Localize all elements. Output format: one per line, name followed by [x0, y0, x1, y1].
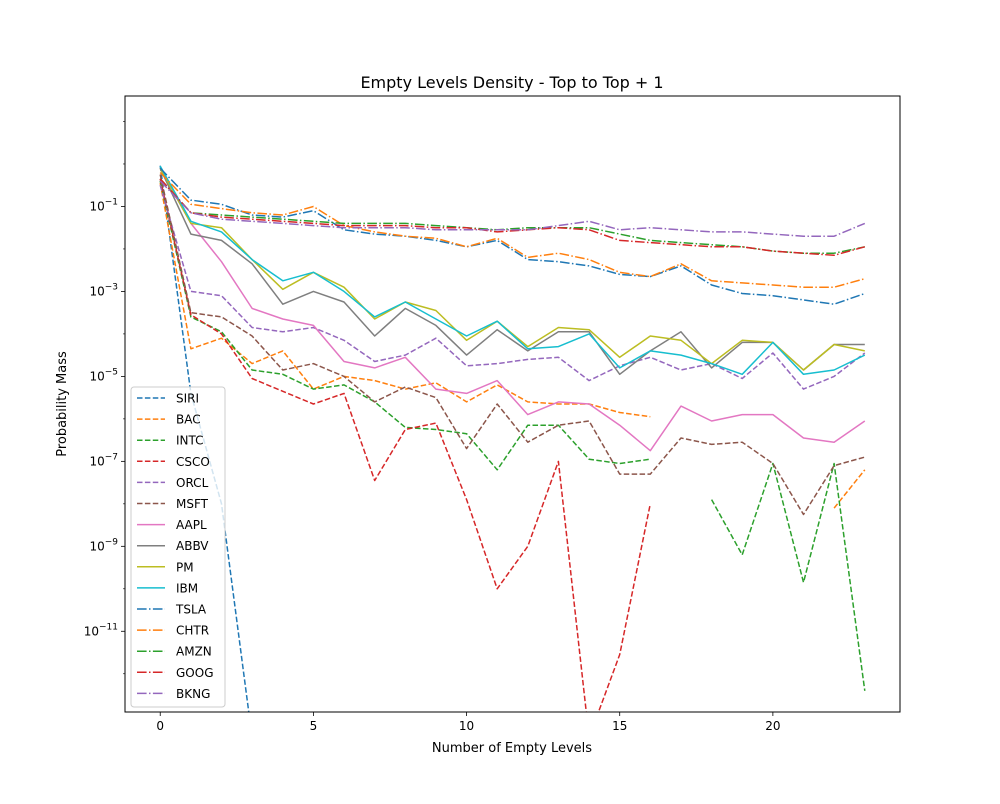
y-tick-label: 10−9 [89, 537, 118, 553]
x-tick-label: 0 [156, 719, 164, 733]
legend-label: BKNG [176, 687, 210, 701]
legend-label: TSLA [175, 603, 207, 617]
series-line-ibm [159, 165, 866, 376]
legend-item-msft: MSFT [137, 497, 209, 511]
legend-label: CSCO [176, 455, 210, 469]
legend-item-amzn: AMZN [137, 645, 212, 659]
legend-item-aapl: AAPL [137, 518, 207, 532]
legend-label: GOOG [176, 666, 214, 680]
legend-item-goog: GOOG [137, 666, 214, 680]
legend-item-abbv: ABBV [137, 539, 209, 553]
legend-label: ABBV [176, 539, 209, 553]
legend-item-pm: PM [137, 560, 194, 574]
x-tick-label: 5 [310, 719, 318, 733]
series-line-abbv [159, 167, 865, 376]
legend-item-tsla: TSLA [137, 603, 207, 617]
legend-label: INTC [176, 434, 204, 448]
y-tick-label: 10−5 [89, 367, 118, 383]
series-line-chtr [159, 171, 866, 288]
legend-label: AAPL [176, 518, 207, 532]
series-line-goog [159, 178, 866, 257]
y-tick-label: 10−3 [89, 282, 118, 298]
legend-item-chtr: CHTR [137, 624, 209, 638]
y-axis-ticks: 10−11 10−9 10−7 10−5 10−3 10−1 [84, 121, 125, 675]
plot-frame [124, 95, 901, 713]
legend-item-siri: SIRI [137, 392, 199, 406]
legend-label: AMZN [176, 645, 212, 659]
legend-label: PM [176, 560, 194, 574]
series-line-orcl [159, 184, 866, 390]
series-line-msft [159, 174, 866, 516]
legend-items: SIRI BAC INTC CSCO ORCL MSFT AAPL ABBV PM IBM TSLA… [137, 392, 214, 701]
legend-item-intc: INTC [137, 434, 204, 448]
series-line-intc [159, 180, 866, 691]
legend-item-bkng: BKNG [137, 687, 210, 701]
y-axis-label: Probability Mass [55, 351, 70, 457]
x-tick-label: 10 [459, 719, 474, 733]
legend-item-ibm: IBM [137, 581, 198, 595]
series-line-aapl [159, 167, 866, 452]
chart-title: Empty Levels Density - Top to Top + 1 [360, 73, 663, 92]
legend-label: CHTR [176, 624, 209, 638]
legend-label: SIRI [176, 392, 199, 406]
series-line-bkng [159, 180, 866, 237]
series-line-pm [159, 167, 865, 371]
x-axis-ticks: 0 5 10 15 20 [156, 712, 781, 733]
legend: SIRI BAC INTC CSCO ORCL MSFT AAPL ABBV PM IBM TSLA… [130, 386, 226, 708]
y-tick-label: 10−11 [84, 622, 118, 638]
legend-label: ORCL [176, 476, 209, 490]
legend-frame [130, 386, 226, 708]
legend-label: BAC [176, 413, 201, 427]
legend-item-csco: CSCO [137, 455, 210, 469]
legend-item-orcl: ORCL [137, 476, 209, 490]
legend-item-bac: BAC [137, 413, 201, 427]
x-tick-label: 20 [765, 719, 780, 733]
legend-label: MSFT [176, 497, 209, 511]
x-axis-label: Number of Empty Levels [432, 741, 592, 756]
x-tick-label: 15 [612, 719, 627, 733]
series-layer [159, 165, 866, 712]
legend-label: IBM [176, 581, 198, 595]
y-tick-label: 10−7 [89, 452, 118, 468]
y-tick-label: 10−1 [89, 197, 118, 213]
series-line-tsla [159, 167, 866, 305]
